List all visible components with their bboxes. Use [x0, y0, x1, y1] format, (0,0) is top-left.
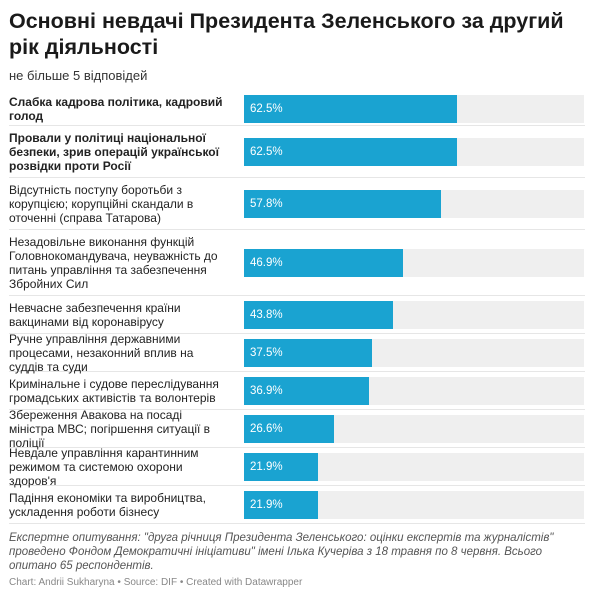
bar-label: Ручне управління державними процесами, н…	[9, 331, 194, 374]
bar-track: 43.8%	[244, 300, 584, 329]
chart-footer: Chart: Andrii Sukharyna • Source: DIF • …	[9, 577, 302, 589]
bar-value-label: 62.5%	[250, 145, 283, 158]
bar-value-label: 43.8%	[250, 308, 283, 321]
bar-value-label: 62.5%	[250, 102, 283, 115]
bar-row: Незадовільне виконання функцій Головноко…	[9, 230, 585, 296]
bar-fill	[244, 137, 457, 166]
bar-fill	[244, 414, 335, 443]
footer-datawrapper-link[interactable]: Created with Datawrapper	[186, 577, 303, 588]
bar-track: 21.9%	[244, 452, 584, 481]
bar-fill	[244, 300, 393, 329]
bar-track: 46.9%	[244, 248, 584, 277]
footer-separator: •	[179, 577, 184, 588]
bar-fill	[244, 376, 370, 405]
chart-subtitle: не більше 5 відповідей	[9, 68, 148, 83]
bar-row: Ручне управління державними процесами, н…	[9, 331, 585, 374]
bar-fill	[244, 189, 441, 218]
bar-row: Відсутність поступу боротьби з корупцією…	[9, 178, 585, 230]
footer-chart-credit: Chart: Andrii Sukharyna	[9, 577, 115, 588]
bar-fill	[244, 94, 457, 123]
bar-track: 26.6%	[244, 414, 584, 443]
bar-label: Падіння економіки та виробництва, усклад…	[9, 490, 206, 519]
chart-notes: Експертне опитування: "друга річниця Пре…	[9, 532, 554, 572]
bar-label: Слабка кадрова політика, кадровий голод	[9, 94, 223, 123]
bar-label: Відсутність поступу боротьби з корупцією…	[9, 182, 194, 225]
bar-track: 36.9%	[244, 376, 584, 405]
bar-label: Невчасне забезпечення країни вакцинами в…	[9, 300, 181, 329]
bar-value-label: 57.8%	[250, 197, 283, 210]
bar-value-label: 21.9%	[250, 498, 283, 511]
bar-value-label: 21.9%	[250, 460, 283, 473]
bar-label: Незадовільне виконання функцій Головноко…	[9, 234, 218, 291]
bar-track: 62.5%	[244, 94, 584, 123]
bar-track: 21.9%	[244, 490, 584, 519]
bar-row: Невчасне забезпечення країни вакцинами в…	[9, 296, 585, 334]
bar-row: Падіння економіки та виробництва, усклад…	[9, 486, 585, 524]
bar-row: Збереження Авакова на посаді міністра МВ…	[9, 407, 585, 450]
bar-row: Слабка кадрова політика, кадровий голод 6…	[9, 92, 585, 126]
bar-row: Провали у політиці національної безпеки,…	[9, 126, 585, 178]
bar-label: Провали у політиці національної безпеки,…	[9, 130, 219, 173]
bar-fill	[244, 248, 404, 277]
bar-fill	[244, 490, 319, 519]
bar-value-label: 37.5%	[250, 346, 283, 359]
bar-row: Кримінальне і судове переслідування гром…	[9, 372, 585, 410]
bar-value-label: 26.6%	[250, 422, 283, 435]
bar-value-label: 36.9%	[250, 384, 283, 397]
footer-separator: •	[117, 577, 121, 588]
bar-label: Кримінальне і судове переслідування гром…	[9, 376, 219, 405]
bar-fill	[244, 338, 372, 367]
chart-title: Основні невдачі Президента Зеленського з…	[9, 9, 564, 59]
bar-label: Невдале управління карантинним режимом т…	[9, 445, 199, 488]
bar-label: Збереження Авакова на посаді міністра МВ…	[9, 407, 211, 450]
bar-value-label: 46.9%	[250, 256, 283, 269]
bar-track: 57.8%	[244, 189, 584, 218]
bar-fill	[244, 452, 319, 481]
bar-track: 37.5%	[244, 338, 584, 367]
bar-track: 62.5%	[244, 137, 584, 166]
bar-row: Невдале управління карантинним режимом т…	[9, 445, 585, 488]
footer-source-link[interactable]: Source: DIF	[123, 577, 178, 588]
bar-chart: Слабка кадрова політика, кадровий голод 6…	[9, 92, 585, 524]
